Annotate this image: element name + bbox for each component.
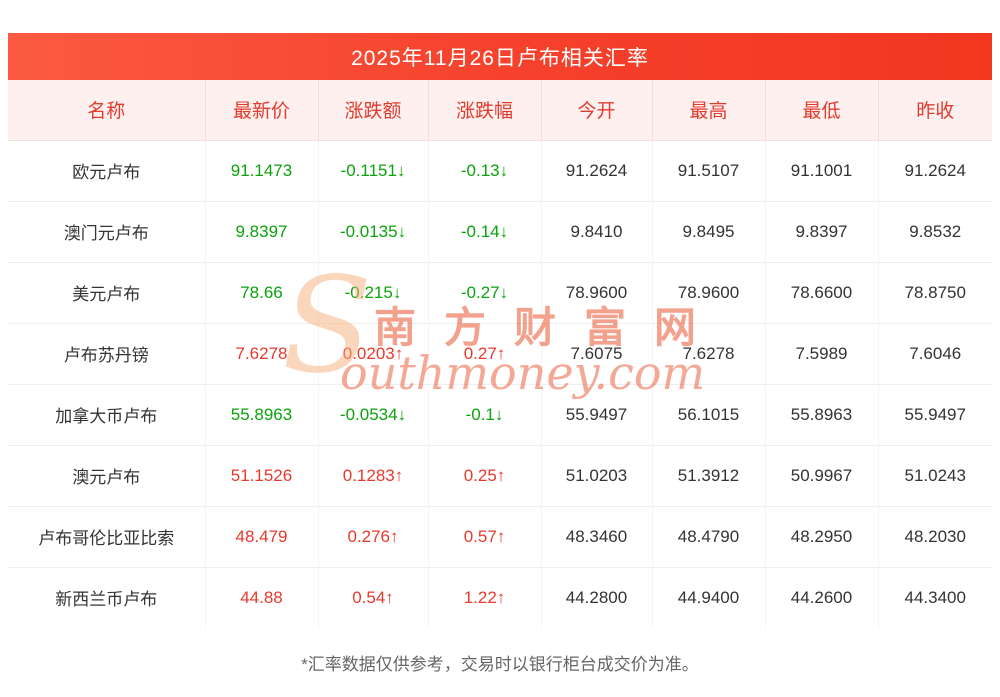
cell-change-percent: -0.27↓ <box>428 262 542 324</box>
cell-last-price: 91.1473 <box>205 140 319 202</box>
cell-open: 55.9497 <box>541 384 653 446</box>
column-header-prev-close: 昨收 <box>878 80 992 141</box>
cell-change-amount: 0.1283↑ <box>318 445 429 507</box>
cell-open: 44.2800 <box>541 567 653 628</box>
cell-name: 新西兰币卢布 <box>8 567 206 628</box>
cell-change-percent: 0.27↑ <box>428 323 542 385</box>
cell-name: 澳门元卢布 <box>8 201 206 263</box>
cell-change-percent: 0.25↑ <box>428 445 542 507</box>
cell-name: 澳元卢布 <box>8 445 206 507</box>
cell-last-price: 48.479 <box>205 506 319 568</box>
cell-change-amount: 0.54↑ <box>318 567 429 628</box>
column-header-last-price: 最新价 <box>205 80 319 141</box>
cell-change-amount: -0.0135↓ <box>318 201 429 263</box>
cell-low: 78.6600 <box>765 262 879 324</box>
column-header-change-percent: 涨跌幅 <box>428 80 542 141</box>
column-header-low: 最低 <box>765 80 879 141</box>
cell-open: 91.2624 <box>541 140 653 202</box>
table-row: 新西兰币卢布 44.88 0.54↑ 1.22↑ 44.2800 44.9400… <box>8 567 992 628</box>
cell-low: 91.1001 <box>765 140 879 202</box>
page-title: 2025年11月26日卢布相关汇率 <box>8 33 992 80</box>
table-row: 卢布苏丹镑 7.6278 0.0203↑ 0.27↑ 7.6075 7.6278… <box>8 323 992 385</box>
cell-high: 56.1015 <box>652 384 766 446</box>
cell-name: 卢布哥伦比亚比索 <box>8 506 206 568</box>
cell-change-percent: 0.57↑ <box>428 506 542 568</box>
cell-open: 48.3460 <box>541 506 653 568</box>
cell-high: 44.9400 <box>652 567 766 628</box>
rates-table: 名称 最新价 涨跌额 涨跌幅 今开 最高 最低 昨收 欧元卢布 91.1473 … <box>8 80 992 628</box>
cell-last-price: 7.6278 <box>205 323 319 385</box>
column-header-name: 名称 <box>8 80 206 141</box>
cell-prev-close: 51.0243 <box>878 445 992 507</box>
cell-prev-close: 7.6046 <box>878 323 992 385</box>
column-header-high: 最高 <box>652 80 766 141</box>
cell-name: 欧元卢布 <box>8 140 206 202</box>
cell-prev-close: 9.8532 <box>878 201 992 263</box>
cell-prev-close: 78.8750 <box>878 262 992 324</box>
table-row: 美元卢布 78.66 -0.215↓ -0.27↓ 78.9600 78.960… <box>8 262 992 324</box>
cell-change-percent: -0.14↓ <box>428 201 542 263</box>
column-header-change-amount: 涨跌额 <box>318 80 429 141</box>
cell-change-percent: 1.22↑ <box>428 567 542 628</box>
cell-open: 9.8410 <box>541 201 653 263</box>
table-row: 卢布哥伦比亚比索 48.479 0.276↑ 0.57↑ 48.3460 48.… <box>8 506 992 568</box>
table-header-row: 名称 最新价 涨跌额 涨跌幅 今开 最高 最低 昨收 <box>8 80 992 141</box>
table-row: 澳门元卢布 9.8397 -0.0135↓ -0.14↓ 9.8410 9.84… <box>8 201 992 263</box>
table-row: 澳元卢布 51.1526 0.1283↑ 0.25↑ 51.0203 51.39… <box>8 445 992 507</box>
cell-prev-close: 44.3400 <box>904 587 966 607</box>
cell-low: 44.2600 <box>765 567 879 628</box>
cell-high: 7.6278 <box>652 323 766 385</box>
cell-prev-close: 48.2030 <box>878 506 992 568</box>
cell-change-amount: -0.0534↓ <box>318 384 429 446</box>
table-row: 欧元卢布 91.1473 -0.1151↓ -0.13↓ 91.2624 91.… <box>8 140 992 202</box>
cell-last-price: 78.66 <box>205 262 319 324</box>
cell-change-amount: -0.215↓ <box>318 262 429 324</box>
cell-high: 51.3912 <box>652 445 766 507</box>
cell-prev-close: 91.2624 <box>878 140 992 202</box>
cell-high: 48.4790 <box>652 506 766 568</box>
cell-name: 卢布苏丹镑 <box>8 323 206 385</box>
cell-name: 美元卢布 <box>8 262 206 324</box>
cell-low: 50.9967 <box>765 445 879 507</box>
cell-low: 55.8963 <box>765 384 879 446</box>
cell-high: 9.8495 <box>652 201 766 263</box>
cell-last-price: 55.8963 <box>205 384 319 446</box>
cell-change-percent: -0.1↓ <box>428 384 542 446</box>
cell-change-amount: 0.276↑ <box>318 506 429 568</box>
cell-low: 9.8397 <box>765 201 879 263</box>
cell-prev-close: 55.9497 <box>878 384 992 446</box>
cell-change-amount: -0.1151↓ <box>318 140 429 202</box>
cell-name: 加拿大币卢布 <box>8 384 206 446</box>
cell-last-price: 51.1526 <box>205 445 319 507</box>
cell-last-price: 9.8397 <box>205 201 319 263</box>
table-row: 加拿大币卢布 55.8963 -0.0534↓ -0.1↓ 55.9497 56… <box>8 384 992 446</box>
cell-open: 78.9600 <box>541 262 653 324</box>
cell-high: 91.5107 <box>652 140 766 202</box>
cell-high: 78.9600 <box>652 262 766 324</box>
cell-last-price: 44.88 <box>205 567 319 628</box>
footer-disclaimer: *汇率数据仅供参考，交易时以银行柜台成交价为准。 <box>301 655 699 674</box>
page: 2025年11月26日卢布相关汇率 名称 最新价 涨跌额 涨跌幅 今开 最高 最… <box>8 33 992 628</box>
cell-open: 51.0203 <box>541 445 653 507</box>
cell-change-amount: 0.0203↑ <box>318 323 429 385</box>
cell-low: 48.2950 <box>765 506 879 568</box>
cell-low: 7.5989 <box>765 323 879 385</box>
cell-change-percent: -0.13↓ <box>428 140 542 202</box>
column-header-open: 今开 <box>541 80 653 141</box>
cell-open: 7.6075 <box>541 323 653 385</box>
